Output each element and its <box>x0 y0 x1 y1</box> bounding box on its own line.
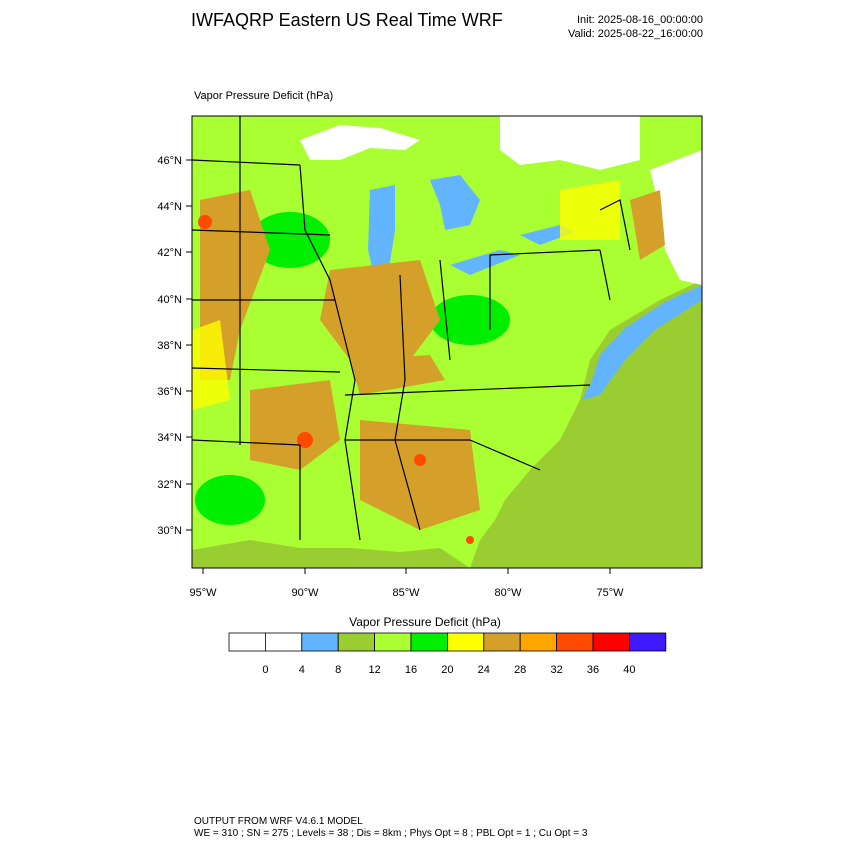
valid-time: Valid: 2025-08-22_16:00:00 <box>568 28 703 40</box>
lon-label: 85°W <box>392 587 420 599</box>
lat-label: 32°N <box>157 479 182 491</box>
vpd-map <box>192 116 702 568</box>
dry-region-illinois-indiana <box>320 260 440 360</box>
hot-spot-florida <box>466 536 474 544</box>
lon-label: 95°W <box>189 587 217 599</box>
lon-label: 90°W <box>291 587 319 599</box>
colorbar-swatch <box>629 632 667 652</box>
plot-title: IWFAQRP Eastern US Real Time WRF <box>191 10 503 30</box>
colorbar-title: Vapor Pressure Deficit (hPa) <box>349 615 501 629</box>
moist-region-ohio-valley <box>430 295 510 345</box>
colorbar-swatch <box>301 632 339 652</box>
run-times: Init: 2025-08-16_00:00:00 Valid: 2025-08… <box>568 13 703 41</box>
colorbar-swatch <box>592 632 630 652</box>
colorbar-tick-label: 24 <box>478 664 490 676</box>
colorbar-swatch <box>556 632 594 652</box>
gulf-of-mexico <box>192 540 470 568</box>
moist-region-south-plains <box>195 475 265 525</box>
map-frame <box>191 115 703 569</box>
lat-label: 46°N <box>157 155 182 167</box>
colorbar-swatch <box>446 632 485 652</box>
lat-label: 40°N <box>157 294 182 306</box>
colorbar-tick-label: 16 <box>405 664 417 676</box>
lake-erie <box>450 250 520 275</box>
colorbar-swatch <box>264 632 303 652</box>
coastal-water <box>582 285 702 400</box>
northeast-white-region <box>650 150 702 285</box>
colorbar-tick-label: 36 <box>587 664 599 676</box>
colorbar-swatch <box>410 632 448 652</box>
lat-label: 34°N <box>157 432 182 444</box>
state-borders <box>192 116 631 541</box>
colorbar-swatch <box>228 632 266 652</box>
map-field-label: Vapor Pressure Deficit (hPa) <box>194 90 334 102</box>
latitude-axis: 46°N 44°N 42°N 40°N 38°N 36°N 34°N 32°N … <box>157 155 192 537</box>
hot-spot-georgia <box>414 454 426 466</box>
lat-label: 38°N <box>157 340 182 352</box>
colorbar-tick-label: 32 <box>550 664 562 676</box>
dry-region-arkansas <box>250 380 340 470</box>
colorbar-swatch <box>519 632 558 652</box>
atlantic-ocean <box>470 280 702 568</box>
colorbar-tick-label: 40 <box>623 664 635 676</box>
moist-region-upper-midwest <box>250 212 330 268</box>
canada-white-region <box>500 116 640 170</box>
lat-label: 44°N <box>157 201 182 213</box>
model-config: WE = 310 ; SN = 275 ; Levels = 38 ; Dis … <box>194 828 588 839</box>
dry-region-kentucky <box>350 355 445 395</box>
lake-michigan <box>368 185 395 280</box>
yellow-region-kansas <box>192 320 230 410</box>
colorbar-tick-label: 28 <box>514 664 526 676</box>
colorbar-tick-label: 0 <box>262 664 268 676</box>
colorbar-tick-label: 8 <box>335 664 341 676</box>
colorbar-tick-label: 20 <box>441 664 453 676</box>
dry-region-deep-south <box>360 420 480 530</box>
lat-label: 36°N <box>157 386 182 398</box>
init-time: Init: 2025-08-16_00:00:00 <box>577 14 703 26</box>
colorbar-tick-label: 12 <box>368 664 380 676</box>
lake-superior <box>300 125 420 160</box>
lon-label: 75°W <box>596 587 624 599</box>
hot-spot-nebraska <box>198 215 212 229</box>
lat-label: 30°N <box>157 525 182 537</box>
longitude-axis: 95°W 90°W 85°W 80°W 75°W <box>189 568 624 599</box>
model-version: OUTPUT FROM WRF V4.6.1 MODEL <box>194 816 363 827</box>
colorbar-tick-label: 4 <box>299 664 305 676</box>
dry-region-new-england <box>630 190 665 260</box>
lake-huron <box>430 175 480 230</box>
lat-label: 42°N <box>157 247 182 259</box>
colorbar-swatch <box>337 632 376 652</box>
hot-spot-mississippi-delta <box>297 432 313 448</box>
colorbar: 0 4 8 12 16 20 24 28 32 36 40 <box>228 632 667 676</box>
colorbar-swatch <box>483 632 521 652</box>
lon-label: 80°W <box>494 587 522 599</box>
colorbar-swatch <box>374 632 412 652</box>
model-info: OUTPUT FROM WRF V4.6.1 MODEL WE = 310 ; … <box>194 816 587 840</box>
yellow-region-ny <box>560 180 620 240</box>
